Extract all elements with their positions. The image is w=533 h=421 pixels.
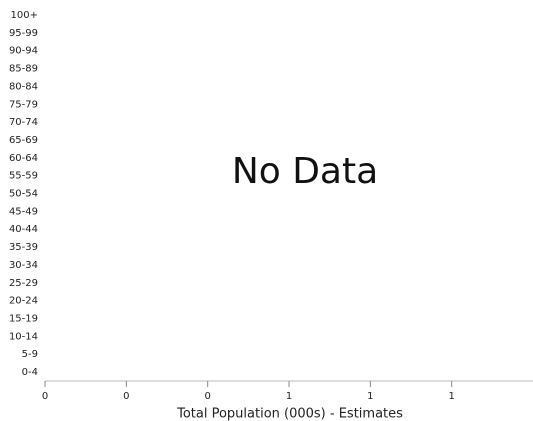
- y-tick-label: 65-69: [9, 135, 38, 146]
- y-tick-label: 0-4: [22, 367, 38, 378]
- y-tick-label: 85-89: [9, 64, 38, 75]
- x-axis-label: Total Population (000s) - Estimates: [176, 407, 403, 421]
- y-tick-label: 30-34: [9, 260, 38, 271]
- x-tick-label: 0: [204, 391, 210, 402]
- y-tick-label: 35-39: [9, 242, 38, 253]
- y-tick-label: 60-64: [9, 153, 38, 164]
- y-tick-label: 50-54: [9, 189, 38, 200]
- y-tick-label: 70-74: [9, 117, 38, 128]
- x-tick-label: 0: [42, 391, 48, 402]
- x-tick-label: 1: [286, 391, 292, 402]
- y-tick-label: 90-94: [9, 46, 38, 57]
- x-tick-label: 1: [448, 391, 454, 402]
- y-tick-label: 10-14: [9, 331, 38, 342]
- y-tick-label: 15-19: [9, 313, 38, 324]
- y-tick-label: 40-44: [9, 224, 38, 235]
- y-tick-label: 5-9: [22, 349, 38, 360]
- y-tick-label: 75-79: [9, 99, 38, 110]
- x-tick-label: 0: [123, 391, 129, 402]
- x-tick-label: 1: [367, 391, 373, 402]
- no-data-message: No Data: [232, 151, 378, 192]
- y-tick-label: 25-29: [9, 278, 38, 289]
- y-tick-label: 95-99: [9, 28, 38, 39]
- y-tick-label: 80-84: [9, 81, 38, 92]
- y-tick-label: 55-59: [9, 171, 38, 182]
- y-tick-label: 20-24: [9, 296, 38, 307]
- y-tick-label: 100+: [11, 10, 38, 21]
- y-tick-label: 45-49: [9, 206, 38, 217]
